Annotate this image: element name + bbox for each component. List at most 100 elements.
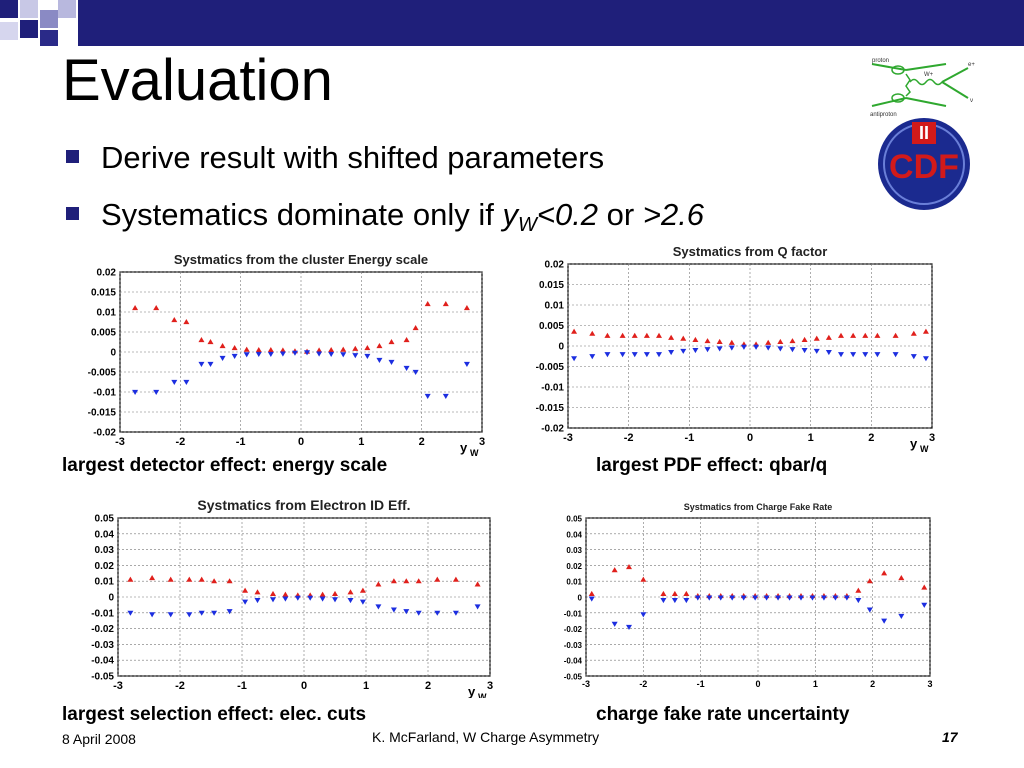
y-tick-label: -0.01 [91,608,114,619]
y-tick-label: 0.02 [95,561,115,572]
x-tick-label: 2 [868,432,874,444]
y-tick-label: -0.03 [564,641,583,650]
y-tick-label: 0 [110,348,116,359]
data-point-up [231,345,238,351]
data-point-up [452,576,459,582]
data-point-up [375,581,382,587]
header-bar [78,0,1024,46]
data-point-up [862,332,869,338]
bullet-square-icon [66,150,79,164]
data-point-down [340,352,347,358]
data-point-down [231,353,238,359]
data-point-down [631,352,638,358]
bullet-square-icon [66,207,79,221]
data-point-up [442,301,449,307]
chart-title: Systmatics from Electron ID Eff. [197,497,410,513]
corner-decoration [0,0,130,46]
data-point-down [375,604,382,610]
slide-title: Evaluation [62,48,333,113]
y-tick-label: -0.02 [91,624,114,635]
x-tick-label: 3 [927,679,932,689]
x-axis-label: y [468,684,476,698]
data-point-up [364,345,371,351]
chart-title: Systmatics from Q factor [673,244,828,259]
data-point-down [753,344,760,350]
data-point-down [589,354,596,360]
data-point-up [403,337,410,343]
x-tick-label: -1 [236,436,246,448]
data-point-up [668,334,675,340]
data-point-down [424,393,431,399]
data-point-up [219,343,226,349]
y-tick-label: 0.04 [95,529,115,540]
data-point-up [198,337,205,343]
data-point-down [282,596,289,602]
y-tick-label: 0.01 [545,301,565,312]
data-point-down [304,350,311,356]
data-point-down [291,350,298,356]
x-tick-label: -2 [175,680,185,692]
data-point-up [171,317,178,323]
x-tick-label: 1 [363,680,369,692]
svg-text:e+: e+ [968,62,975,68]
data-point-down [740,595,747,601]
data-point-up [643,332,650,338]
data-point-up [921,584,928,590]
x-tick-label: -1 [684,432,694,444]
data-point-down [680,348,687,354]
chart-background [526,494,940,690]
data-point-down [892,352,899,358]
data-point-down [910,354,917,360]
data-point-down [359,599,366,605]
data-point-down [132,389,139,395]
data-point-down [242,599,249,605]
y-tick-label: 0.05 [566,515,582,524]
y-tick-label: -0.05 [91,672,114,683]
x-tick-label: 0 [747,432,753,444]
data-point-down [838,352,844,358]
data-point-up [211,578,218,584]
data-point-up [611,567,618,573]
data-point-down [183,379,190,385]
data-point-down [619,352,626,358]
data-point-up [347,589,354,595]
data-point-down [832,595,839,601]
data-point-down [740,344,747,350]
data-point-down [765,345,772,351]
x-tick-label: -3 [563,432,573,444]
y-tick-label: 0.03 [566,546,582,555]
data-point-down [219,355,226,361]
cdf-logo: proton antiproton W+ e+ ν II CDF [868,54,980,214]
data-point-down [316,351,323,357]
data-point-down [588,596,595,602]
y-tick-label: -0.04 [564,657,583,666]
data-point-up [153,305,160,311]
data-point-up [226,578,233,584]
bullet-item: Systematics dominate only if yW<0.2 or >… [66,199,704,235]
data-point-down [328,351,335,357]
x-tick-label: 3 [929,432,935,444]
data-point-down [626,624,632,631]
y-tick-label: -0.01 [93,388,116,399]
data-point-up [207,339,214,345]
y-tick-label: -0.01 [541,383,564,394]
chart-background [512,244,946,456]
chart-electron-id: Systmatics from Electron ID Eff. 0.05 0.04… [62,494,502,698]
data-point-up [149,575,156,581]
y-tick-label: 0 [578,594,583,603]
data-point-up [850,332,857,338]
x-tick-label: 3 [487,680,493,692]
y-tick-label: 0.05 [95,514,115,525]
data-point-up [671,590,678,596]
data-point-down [611,621,618,627]
data-point-down [211,610,218,616]
caption-energy-scale: largest detector effect: energy scale [62,455,388,476]
data-point-up [279,347,286,353]
data-point-down [692,348,699,354]
data-point-down [801,348,808,354]
data-point-up [328,347,335,353]
data-point-down [198,610,205,616]
data-point-down [279,351,286,357]
svg-text:antiproton: antiproton [870,112,897,118]
data-point-down [671,598,678,604]
